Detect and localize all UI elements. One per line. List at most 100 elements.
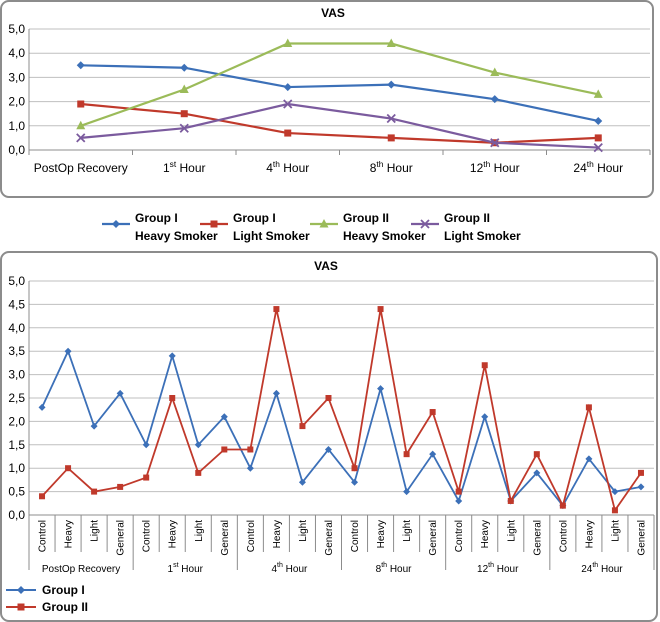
x-tick-label: 24th Hour: [573, 159, 623, 175]
data-point: [77, 100, 85, 108]
data-point: [76, 120, 86, 130]
data-point: [490, 138, 500, 148]
data-point: [559, 502, 566, 509]
data-point: [387, 80, 396, 89]
legend-marker: [17, 603, 25, 611]
legend-label: Light Smoker: [233, 229, 310, 243]
data-point: [90, 422, 98, 430]
y-tick-label: 1,0: [8, 119, 25, 133]
y-tick-label: 0,0: [8, 143, 25, 157]
x-tick-label: Control: [246, 520, 257, 552]
y-tick-label: 4,5: [8, 297, 25, 311]
data-point: [116, 389, 124, 397]
x-tick-label: Control: [454, 520, 465, 552]
x-tick-label: Light: [506, 520, 517, 542]
x-tick-label: General: [324, 520, 335, 556]
data-point: [298, 478, 306, 486]
x-tick-label: 1st Hour: [163, 159, 206, 175]
chart-bottom-x-axis: Control Heavy Light General Control Heavy Ligh…: [28, 515, 655, 575]
data-point: [611, 507, 618, 514]
x-tick-label: Light: [610, 520, 621, 542]
data-point: [273, 306, 280, 313]
x-tick-label: Control: [38, 520, 49, 552]
data-point: [351, 478, 359, 486]
data-point: [490, 95, 499, 104]
data-point: [91, 488, 98, 495]
x-tick-label: Control: [558, 520, 569, 552]
data-point: [180, 63, 189, 72]
chart-top-frame: [0, 0, 654, 198]
series-2: [39, 306, 644, 514]
x-tick-label: General: [428, 520, 439, 556]
data-point: [179, 123, 189, 133]
legend-entry: Group II: [6, 600, 88, 614]
data-point: [481, 413, 489, 421]
legend-marker: [112, 220, 120, 228]
data-point: [299, 423, 306, 430]
legend-label: Heavy Smoker: [135, 229, 218, 243]
y-tick-label: 1,5: [8, 438, 25, 452]
legend-marker: [319, 219, 329, 228]
data-point: [64, 347, 72, 355]
y-tick-label: 1,0: [8, 461, 25, 475]
data-point: [179, 84, 189, 93]
data-point: [455, 488, 462, 495]
x-tick-label: Light: [298, 520, 309, 542]
series-line: [80, 102, 599, 149]
x-tick-label: Light: [402, 520, 413, 542]
data-point: [533, 469, 541, 477]
data-point: [455, 497, 463, 505]
data-point: [247, 446, 254, 453]
y-tick-label: 2,5: [8, 391, 25, 405]
x-tick-label: Heavy: [272, 520, 283, 548]
legend-label: Group I: [233, 211, 276, 225]
data-point: [387, 134, 395, 142]
legend-label: Group I: [135, 211, 178, 225]
data-point: [39, 493, 46, 500]
legend-label: Heavy Smoker: [343, 229, 426, 243]
legend-entry: Group II Heavy Smoker: [310, 211, 426, 243]
data-point: [533, 451, 540, 458]
data-point: [507, 497, 514, 504]
chart-bottom-frame: [0, 251, 658, 622]
x-tick-label: 8th Hour: [370, 159, 413, 175]
data-point: [594, 134, 602, 142]
x-tick-label: Heavy: [376, 520, 387, 548]
legend-label: Group II: [343, 211, 389, 225]
y-tick-label: 3,5: [8, 344, 25, 358]
data-point: [325, 395, 332, 401]
chart-bottom-grid: [29, 280, 654, 516]
series-3: [76, 38, 603, 130]
legend-label: Group I: [42, 583, 85, 597]
data-point: [283, 83, 292, 92]
series-line: [80, 42, 599, 127]
data-point: [272, 389, 280, 397]
chart-top-title: VAS: [321, 6, 345, 20]
data-point: [324, 445, 332, 453]
series-line: [80, 64, 599, 123]
data-point: [585, 404, 592, 411]
data-point: [142, 441, 150, 449]
data-point: [637, 469, 644, 476]
y-tick-label: 3,0: [8, 368, 25, 382]
x-tick-label: Control: [142, 520, 153, 552]
legend-entry: Group I Light Smoker: [200, 211, 310, 243]
x-tick-label: 12th Hour: [470, 159, 520, 175]
x-group-label: 8th Hour: [376, 562, 413, 575]
series-1: [76, 61, 603, 125]
data-point: [117, 483, 124, 490]
chart-bottom-legend: Group I Group II: [6, 583, 88, 614]
x-tick-label: Heavy: [64, 520, 75, 548]
x-tick-label: Light: [194, 520, 205, 542]
legend-entry: Group I: [6, 583, 85, 597]
chart-bottom-title: VAS: [314, 259, 338, 273]
x-tick-label: Heavy: [584, 520, 595, 548]
x-group-label: 24th Hour: [581, 562, 623, 575]
data-point: [637, 483, 645, 491]
data-point: [65, 465, 72, 472]
x-group-label: 1st Hour: [168, 562, 204, 575]
legend-label: Group II: [42, 600, 88, 614]
data-point: [76, 61, 85, 70]
series-line: [41, 348, 642, 508]
